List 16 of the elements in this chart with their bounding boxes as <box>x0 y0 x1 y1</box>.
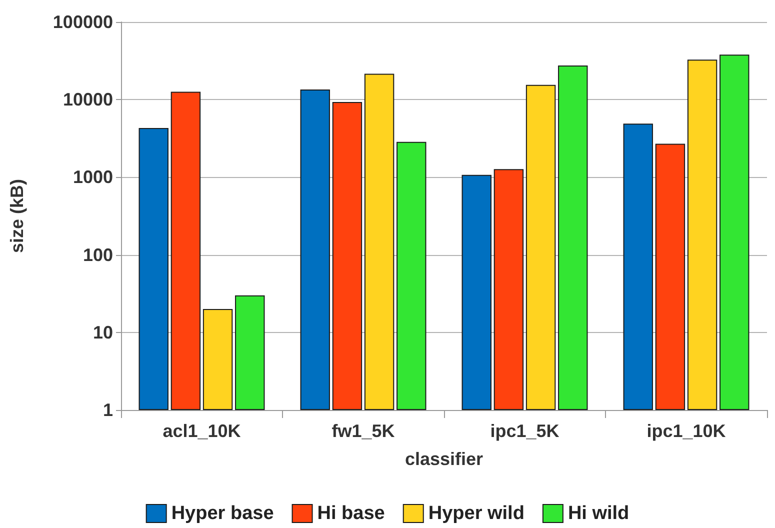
x-tick-label: ipc1_5K <box>490 421 560 441</box>
y-tick-label: 10000 <box>62 90 113 110</box>
x-axis-title: classifier <box>404 449 484 469</box>
y-tick-label: 100 <box>82 244 113 265</box>
legend-label: Hi base <box>317 503 385 524</box>
y-tick-label: 100000 <box>52 12 113 32</box>
legend-label: Hi wild <box>568 503 630 524</box>
x-tick-label: acl1_10K <box>162 421 241 441</box>
y-axis-title: size (kB) <box>7 178 27 254</box>
y-tick-label: 10 <box>92 322 113 342</box>
legend-label: Hyper wild <box>428 503 524 524</box>
y-tick-label: 1 <box>102 400 113 420</box>
x-tick-label: ipc1_10K <box>646 421 726 441</box>
x-tick-label: fw1_5K <box>332 421 395 441</box>
legend-label: Hyper base <box>171 503 274 524</box>
y-tick-label: 1000 <box>72 167 113 188</box>
